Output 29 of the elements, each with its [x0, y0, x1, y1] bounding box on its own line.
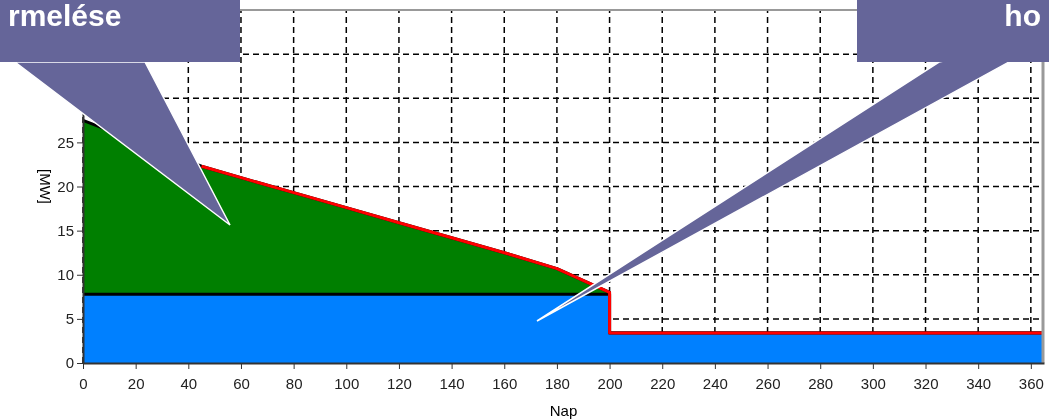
annotation: rmelése: [8, 0, 122, 32]
x-tick-label: 360: [1018, 374, 1044, 392]
y-tick-label: 10: [57, 266, 74, 284]
x-axis-title: Nap: [549, 402, 578, 419]
x-tick-label: 60: [233, 374, 250, 392]
x-tick-label: 300: [860, 374, 886, 392]
annotation: ho: [1004, 0, 1041, 32]
x-tick-label: 40: [180, 374, 198, 392]
y-tick-label: 0: [65, 354, 74, 372]
x-tick-label: 80: [285, 374, 303, 392]
y-tick-label: 25: [57, 133, 74, 151]
x-tick-label: 160: [492, 374, 518, 392]
x-tick-label: 340: [966, 374, 992, 392]
x-tick-label: 0: [79, 374, 88, 392]
y-axis-title: [MW]: [37, 169, 54, 204]
x-tick-label: 280: [808, 374, 834, 392]
x-tick-label: 220: [650, 374, 676, 392]
x-tick-label: 120: [386, 374, 412, 392]
x-tick-label: 320: [913, 374, 939, 392]
x-tick-label: 200: [597, 374, 623, 392]
x-tick-label: 100: [334, 374, 360, 392]
x-tick-label: 240: [702, 374, 728, 392]
x-tick-label: 180: [544, 374, 570, 392]
x-tick-label: 20: [127, 374, 145, 392]
x-tick-label: 140: [439, 374, 465, 392]
y-tick-label: 15: [57, 221, 74, 239]
y-tick-label: 5: [65, 310, 74, 328]
y-tick-label: 20: [57, 177, 74, 195]
x-tick-label: 260: [755, 374, 781, 392]
